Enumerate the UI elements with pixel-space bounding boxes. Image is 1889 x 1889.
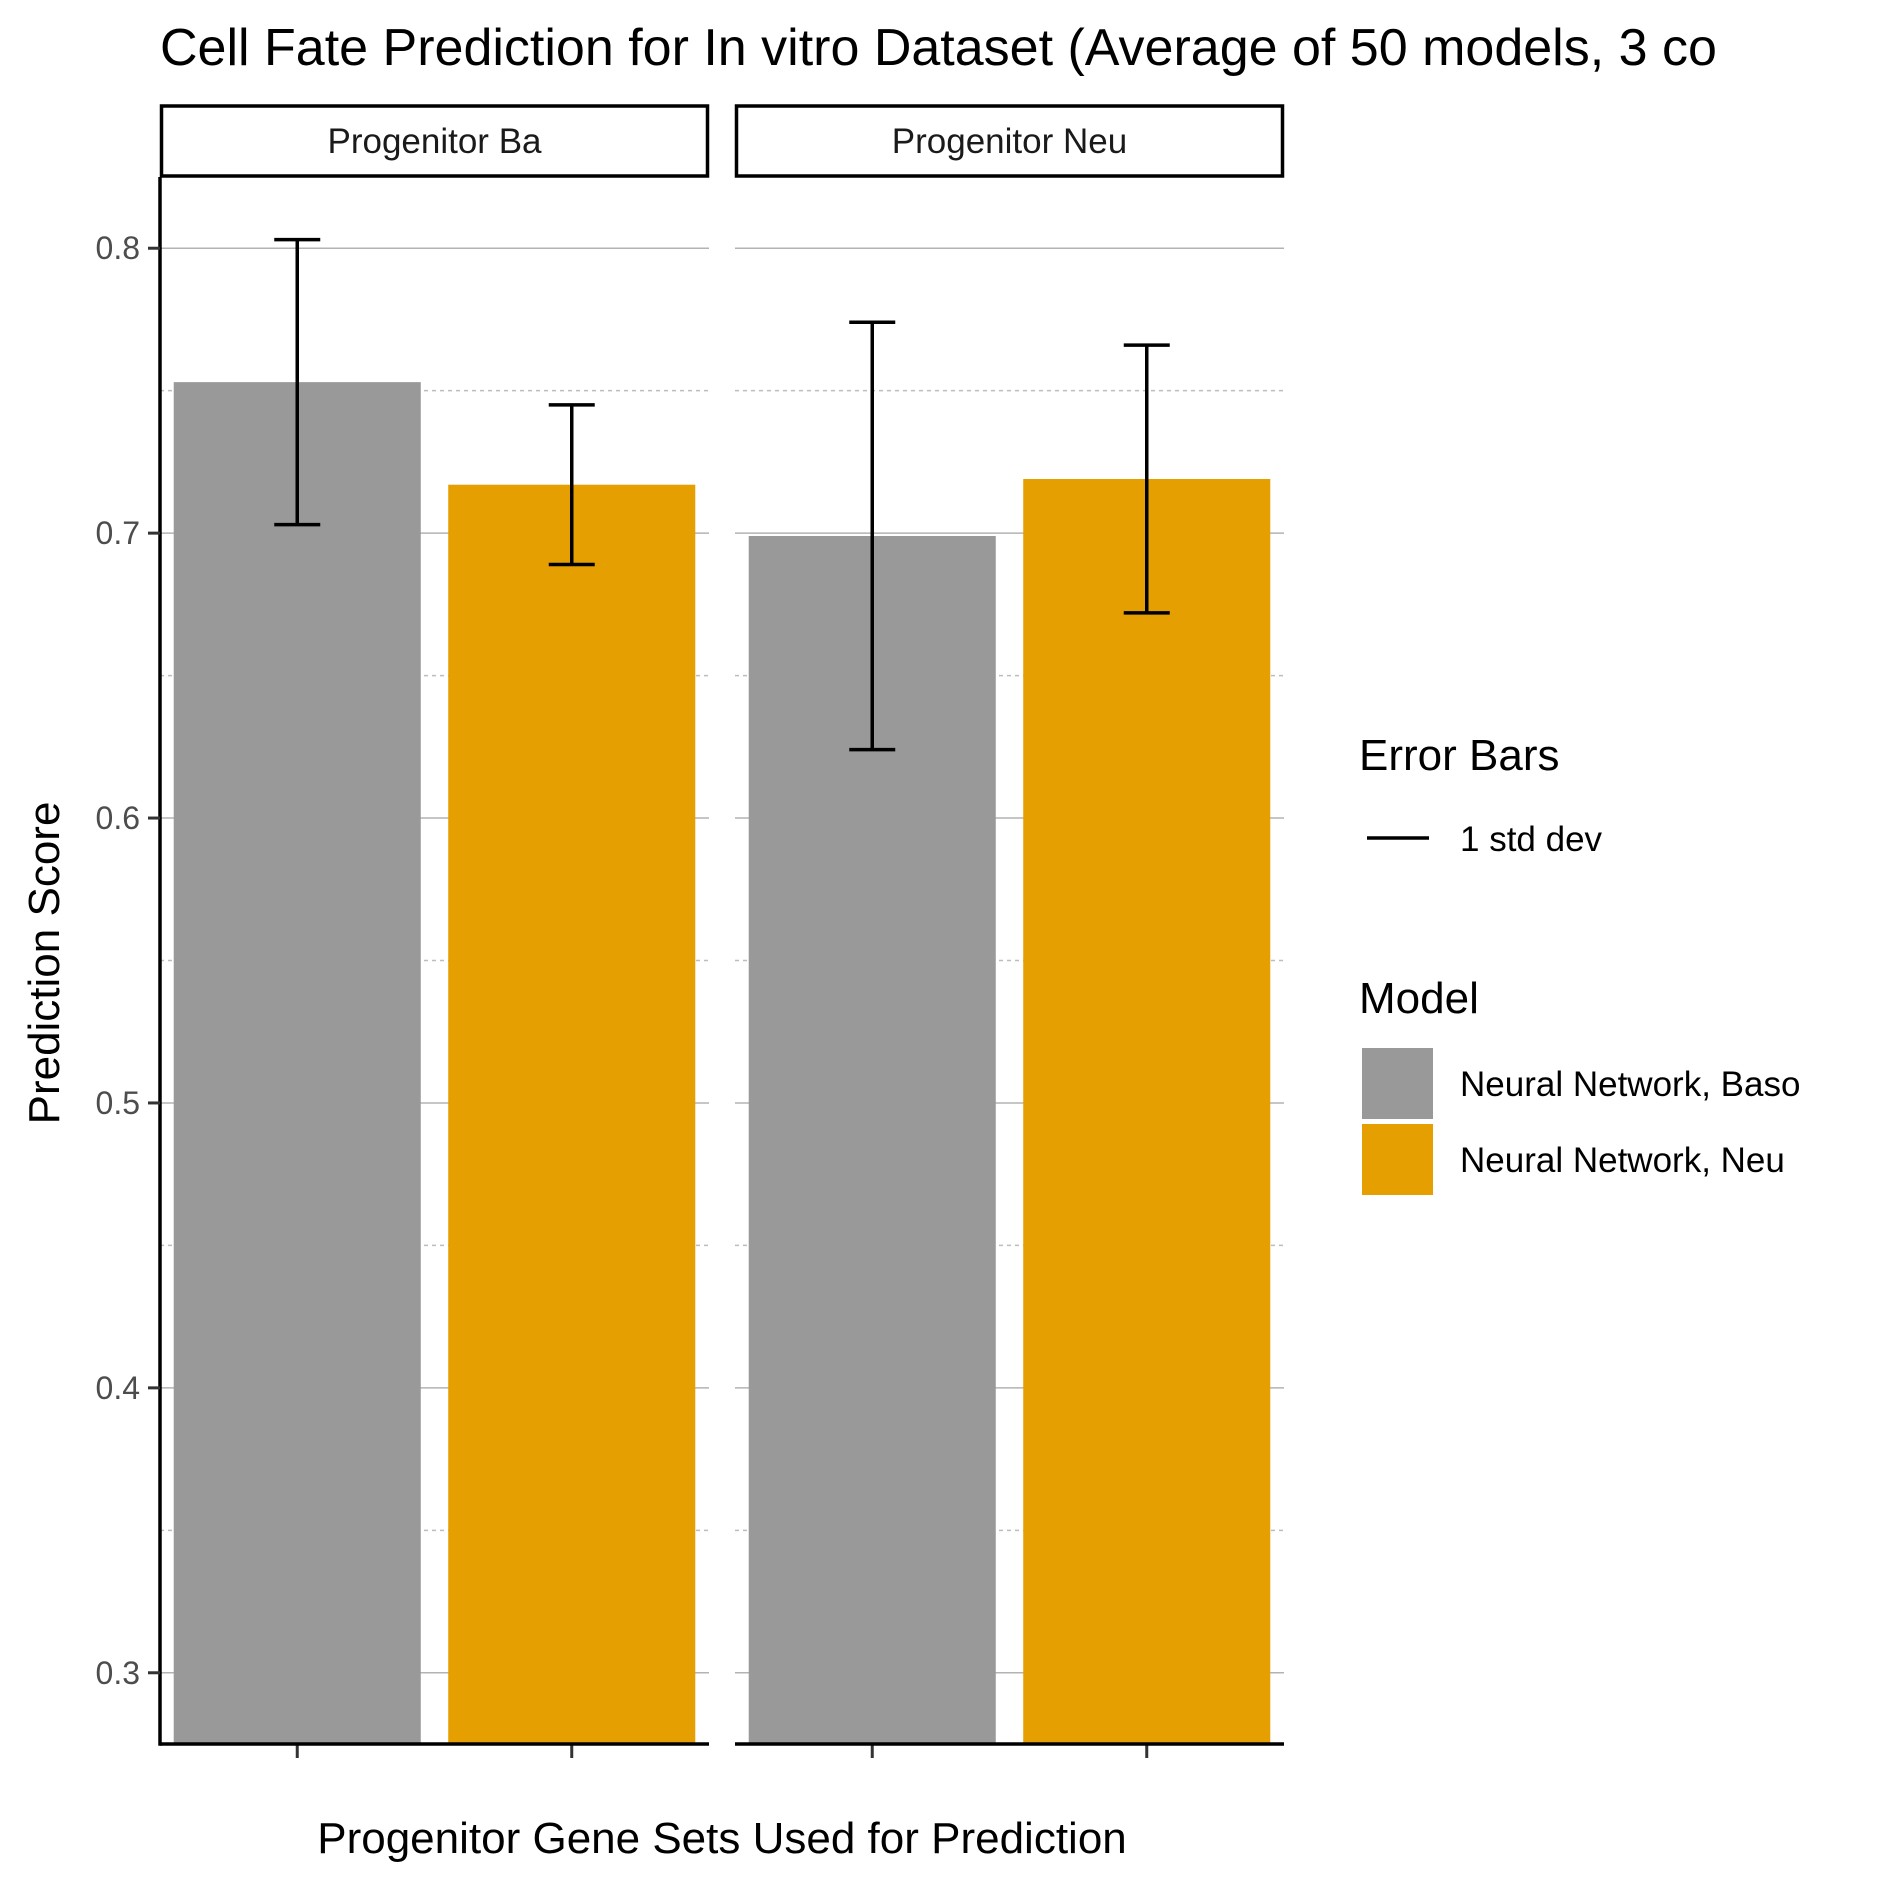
chart-title: Cell Fate Prediction for In vitro Datase…	[160, 19, 1717, 77]
y-tick-label: 0.5	[96, 1085, 140, 1121]
legend-error-bar-label: 1 std dev	[1460, 820, 1603, 859]
facet-strip	[159, 104, 710, 178]
legend-swatch	[1362, 1048, 1433, 1119]
y-axis: 0.3 0.4 0.5 0.6 0.7 0.8	[96, 177, 162, 1746]
bar	[1023, 479, 1271, 1744]
y-axis-title: Prediction Score	[20, 802, 69, 1125]
legend-model-entries: Neural Network, Baso Neural Network, Neu	[1362, 1048, 1800, 1195]
facet-panel: Progenitor Neu	[734, 104, 1285, 1758]
error-bar	[849, 320, 896, 752]
legend-error-bars-title: Error Bars	[1359, 731, 1559, 780]
facet-panel: Progenitor Ba	[159, 104, 710, 1758]
legend-model-title: Model	[1359, 974, 1479, 1023]
error-bar	[548, 403, 595, 567]
x-axis-title: Progenitor Gene Sets Used for Prediction	[317, 1814, 1127, 1863]
y-tick-label: 0.3	[96, 1655, 140, 1691]
legend-model-label: Neural Network, Baso	[1460, 1065, 1800, 1104]
facet-strip	[734, 104, 1285, 178]
legend-model-label: Neural Network, Neu	[1460, 1141, 1785, 1180]
legend: Error Bars 1 std dev Model Neural Networ…	[1359, 731, 1800, 1195]
facet-panels: Progenitor Ba Progenitor Neu0.30.40.50.60…	[96, 104, 1285, 1758]
facet-strip-label: Progenitor Neu	[892, 122, 1127, 161]
legend-swatch	[1362, 1124, 1433, 1195]
bar	[173, 382, 421, 1745]
bar	[448, 484, 696, 1745]
error-bar	[1123, 343, 1170, 615]
facet-strip-label: Progenitor Ba	[327, 122, 542, 161]
y-tick-label: 0.7	[96, 515, 140, 551]
error-bar	[274, 237, 321, 527]
y-tick-label: 0.8	[96, 230, 140, 266]
legend-model-item: Neural Network, Neu	[1362, 1124, 1785, 1195]
legend-model-item: Neural Network, Baso	[1362, 1048, 1800, 1119]
y-tick-label: 0.6	[96, 800, 140, 836]
y-tick-label: 0.4	[96, 1370, 140, 1406]
